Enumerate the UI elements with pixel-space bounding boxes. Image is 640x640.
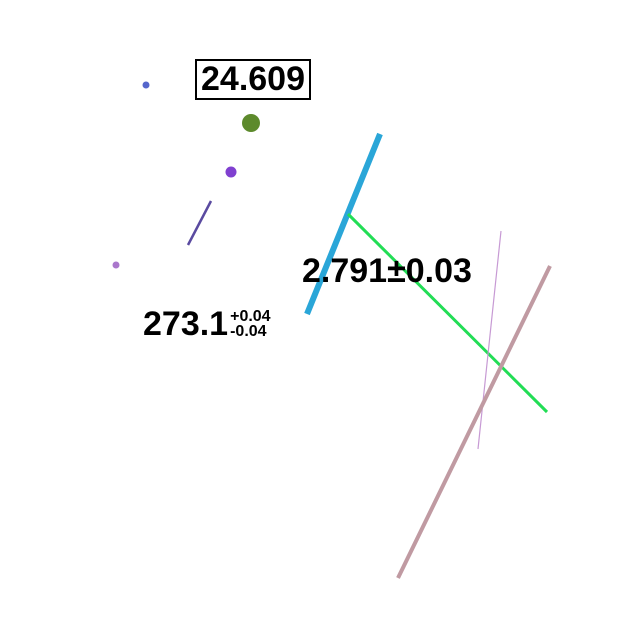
thin-violet-line bbox=[477, 230, 502, 450]
green-line bbox=[346, 212, 549, 414]
small-blue-dot bbox=[142, 81, 150, 89]
asym-upper-error: +0.04 bbox=[230, 307, 271, 325]
plus-minus-value-label: 2.791±0.03 bbox=[302, 252, 472, 290]
asym-main-value: 273.1 bbox=[143, 305, 229, 343]
green-dot bbox=[242, 114, 260, 132]
pink-line bbox=[396, 265, 552, 579]
purple-dot bbox=[225, 166, 237, 178]
asym-lower-error: -0.04 bbox=[230, 323, 267, 340]
small-violet-dot bbox=[112, 261, 120, 269]
asym-error-stack: +0.04 -0.04 bbox=[230, 307, 271, 340]
boxed-value-label: 24.609 bbox=[195, 59, 311, 100]
blue-line bbox=[304, 132, 383, 316]
asymmetric-error-label: 273.1 +0.04 -0.04 bbox=[143, 307, 271, 341]
dark-violet-line bbox=[186, 200, 213, 246]
